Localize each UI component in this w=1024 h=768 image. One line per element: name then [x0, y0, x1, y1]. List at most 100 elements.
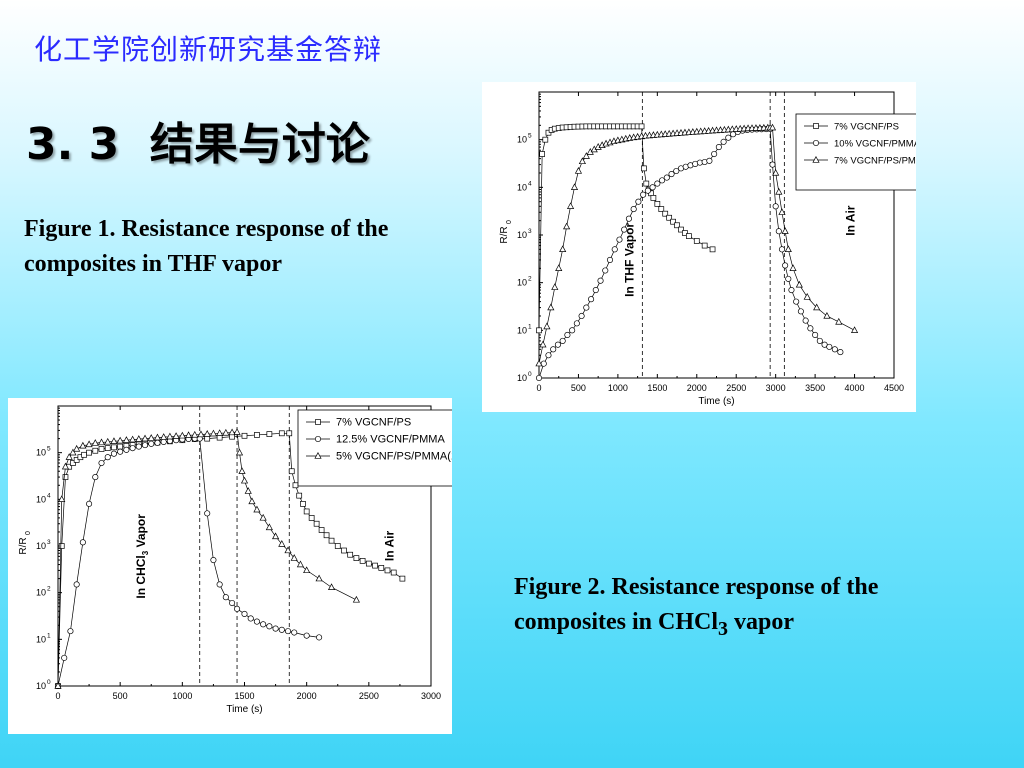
y-tick-exponent: 4	[528, 180, 532, 187]
data-point	[566, 202, 575, 209]
data-point	[216, 429, 224, 436]
data-point	[802, 317, 809, 324]
data-point	[654, 201, 661, 207]
data-point	[104, 445, 111, 451]
data-point	[104, 454, 111, 461]
data-point	[209, 429, 218, 437]
data-point	[228, 428, 236, 436]
data-point	[81, 451, 87, 458]
legend-label: 5% VGCNF/PS/PMMA(1:1)	[336, 451, 452, 463]
data-point	[359, 558, 366, 564]
data-point	[793, 298, 800, 305]
data-point	[536, 327, 542, 334]
data-point	[772, 203, 779, 210]
y-tick-label: 10	[36, 588, 46, 598]
data-point	[98, 459, 105, 467]
series-triangle	[54, 428, 360, 689]
data-point	[554, 341, 561, 348]
data-point	[547, 303, 555, 311]
data-point	[570, 183, 579, 190]
data-point	[781, 227, 789, 234]
data-point	[784, 245, 792, 252]
data-point	[543, 322, 551, 330]
data-point	[574, 166, 583, 174]
data-point	[65, 453, 73, 460]
annotation-text: In Air	[844, 205, 858, 236]
data-point	[92, 447, 99, 454]
slide-header: 化工学院创新研究基金答辩	[34, 33, 383, 66]
legend: 7% VGCNF/PS 10% VGCNF/PMMA 7% VGCNF/PS/PMM…	[795, 113, 950, 191]
data-point	[278, 430, 285, 437]
data-point	[711, 150, 718, 158]
y-tick-label: 10	[36, 494, 46, 504]
data-point	[278, 540, 286, 547]
data-point	[384, 567, 391, 574]
data-point	[153, 433, 162, 441]
y-tick-exponent: 3	[528, 228, 532, 235]
data-point	[542, 136, 549, 143]
data-point	[782, 262, 789, 269]
data-point	[831, 346, 838, 353]
data-point	[535, 359, 543, 367]
data-point	[709, 246, 716, 253]
annotation-text: In Air	[383, 531, 397, 562]
data-point	[266, 431, 273, 437]
data-point	[769, 161, 776, 168]
data-point	[592, 287, 599, 294]
annotation-group: In THF Vapor	[623, 223, 637, 297]
data-point	[539, 151, 546, 157]
data-point	[241, 432, 248, 439]
data-point	[635, 198, 642, 205]
data-point	[826, 343, 833, 350]
data-point	[141, 442, 149, 449]
data-point	[616, 236, 623, 243]
data-point	[654, 180, 661, 187]
annotation-text: In CHCl3 Vapor	[134, 514, 150, 599]
figure2-caption-suffix: vapor	[728, 609, 794, 635]
y-axis-label: R/R	[18, 537, 29, 554]
data-point	[172, 432, 180, 439]
section-title-text: 结果与讨论	[149, 119, 370, 170]
y-axis-label-group: R/R 0	[499, 220, 513, 244]
data-point	[663, 174, 670, 181]
data-point	[545, 352, 552, 359]
y-tick-exponent: 0	[528, 371, 532, 378]
data-point	[559, 245, 567, 252]
data-point	[535, 374, 543, 382]
y-tick-label: 10	[517, 135, 527, 145]
data-point	[583, 304, 590, 311]
series-square	[55, 430, 406, 689]
x-axis-label: Time (s)	[698, 396, 734, 407]
figure2-caption-main: Figure 2. Resistance response of the com…	[514, 574, 879, 635]
data-point	[597, 277, 604, 284]
data-point	[341, 547, 347, 554]
data-point	[260, 621, 267, 628]
figure1-caption: Figure 1. Resistance response of the com…	[24, 216, 389, 277]
data-point	[129, 445, 136, 452]
data-point	[259, 513, 267, 521]
data-point	[117, 443, 124, 450]
data-point	[240, 476, 249, 484]
annotation-text: In THF Vapor	[623, 223, 637, 297]
data-point	[823, 311, 831, 319]
data-point	[682, 230, 688, 236]
data-point	[129, 435, 137, 443]
data-point	[323, 532, 330, 539]
data-point	[813, 303, 821, 311]
data-point	[97, 438, 106, 446]
data-point	[110, 450, 118, 457]
y-tick-label: 10	[517, 373, 527, 383]
data-point	[216, 581, 223, 588]
data-point	[204, 435, 211, 442]
data-point	[58, 543, 65, 549]
x-tick-label: 2000	[687, 383, 707, 393]
legend-label: 12.5% VGCNF/PMMA	[336, 434, 445, 446]
y-axis-label-sub: 0	[25, 531, 32, 535]
data-point	[315, 419, 321, 425]
data-point	[104, 437, 112, 445]
data-point	[272, 625, 279, 632]
data-point	[578, 157, 586, 165]
data-point	[73, 581, 80, 588]
data-point	[606, 256, 614, 263]
y-tick-label: 10	[517, 325, 527, 335]
